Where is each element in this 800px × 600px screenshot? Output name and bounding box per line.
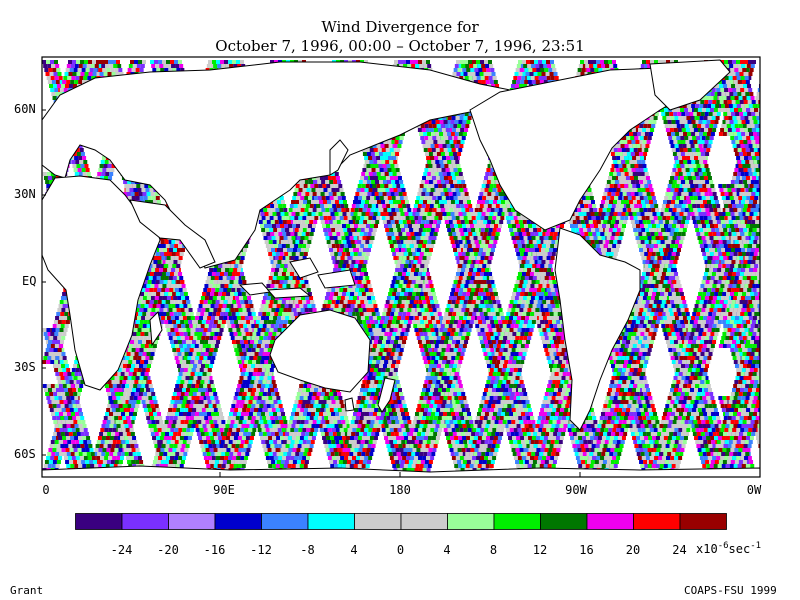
colorbar-tick-label: 0 [396,543,405,557]
lat-label-eq: EQ [22,274,37,288]
map-title: Wind Divergence for [321,18,479,36]
colorbar-tick-label: 20 [625,543,641,557]
colorbar-swatch [75,513,123,530]
colorbar-tick-label: -16 [203,543,226,557]
colorbar-swatch [633,513,681,530]
lat-label-60s: 60S [14,447,36,461]
colorbar-tick-label: 24 [672,543,687,557]
lon-label-180: 180 [389,483,411,497]
colorbar-swatch [168,513,216,530]
author-credit: Grant [10,584,44,597]
colorbar-swatch [447,513,495,530]
lat-label-30s: 30S [14,360,36,374]
colorbar-tick-label: 8 [489,543,498,557]
colorbar-swatch [540,513,588,530]
colorbar-tick-label: 4 [350,543,358,557]
source-credit: COAPS-FSU 1999 [684,584,777,597]
colorbar-swatch [679,513,727,530]
colorbar [75,513,727,530]
lon-label-0: 0 [42,483,50,497]
axis-ticks [42,109,581,477]
colorbar-swatch [307,513,355,530]
lon-label-90w: 90W [565,483,587,497]
colorbar-swatch [214,513,262,530]
colorbar-tick-label: -20 [157,543,179,557]
colorbar-swatch [354,513,402,530]
lon-label-90e: 90E [213,483,235,497]
lon-label-0w: 0W [746,483,762,497]
colorbar-tick-label: -24 [110,543,133,557]
colorbar-tick-label: 16 [579,543,594,557]
lat-label-60n: 60N [14,102,36,116]
map-date-range: October 7, 1996, 00:00 – October 7, 1996… [215,37,585,55]
land-outlines [42,59,760,477]
plot-frame [41,56,761,478]
colorbar-tick-label: 12 [532,543,548,557]
colorbar-swatch [586,513,634,530]
colorbar-swatch [493,513,541,530]
colorbar-swatch [400,513,448,530]
colorbar-units: x10-6sec-1 [696,541,762,556]
lat-label-30n: 30N [14,187,36,201]
colorbar-tick-label: 4 [443,543,451,557]
colorbar-tick-label: -8 [300,543,315,557]
colorbar-swatch [261,513,309,530]
colorbar-tick-label: -12 [250,543,272,557]
colorbar-swatch [121,513,169,530]
